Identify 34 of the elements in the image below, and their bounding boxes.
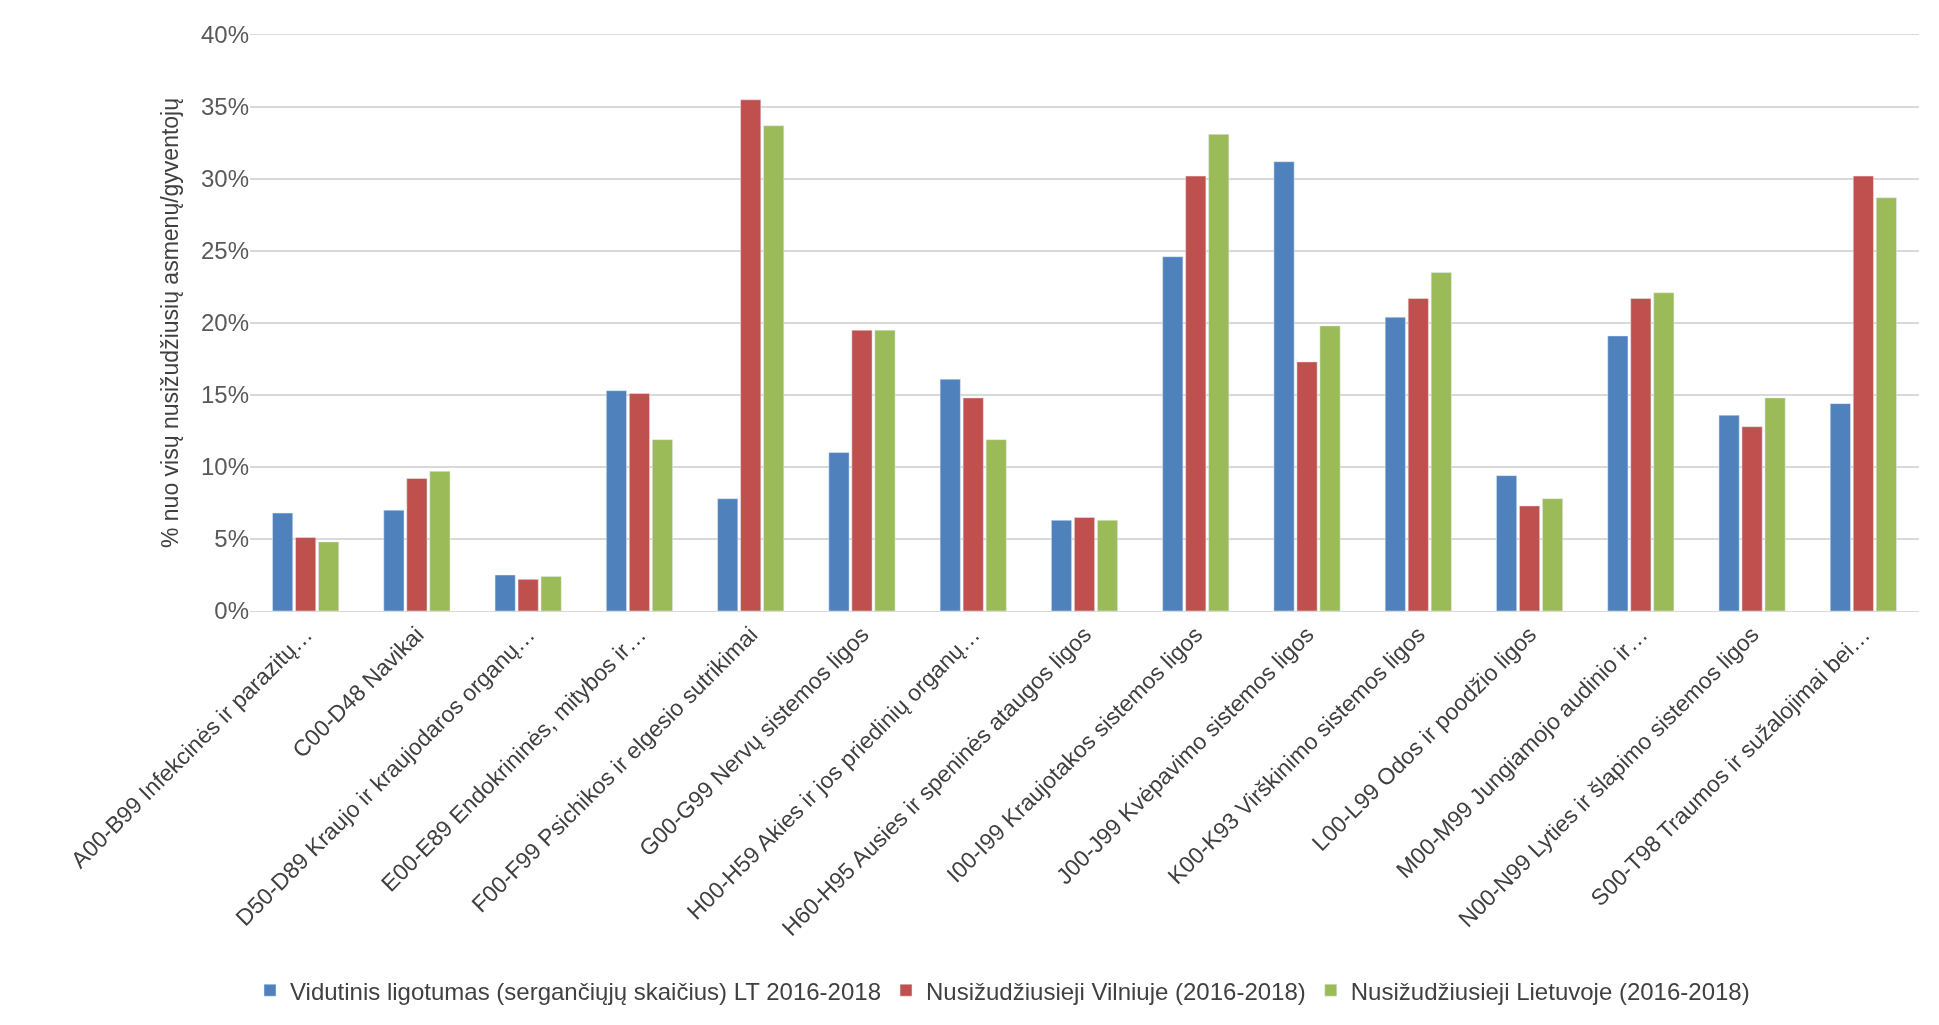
y-tick-label: 10% bbox=[200, 453, 249, 481]
legend-label: Vidutinis ligotumas (sergančiųjų skaičius) LT 2016-2018 bbox=[290, 977, 881, 1005]
legend-label: Nusižudžiusieji Vilniuje (2016-2018) bbox=[926, 977, 1306, 1005]
bar bbox=[740, 99, 762, 611]
bar bbox=[606, 390, 627, 611]
bar bbox=[1519, 505, 1540, 611]
y-tick-label: 15% bbox=[200, 381, 249, 409]
bar bbox=[1830, 403, 1851, 611]
y-tick-label: 0% bbox=[214, 597, 249, 625]
bar bbox=[295, 537, 316, 611]
bar bbox=[1875, 197, 1897, 611]
bar bbox=[1097, 520, 1118, 611]
bar bbox=[652, 439, 673, 611]
bar bbox=[318, 541, 339, 611]
bar bbox=[1853, 175, 1874, 611]
bar bbox=[1074, 517, 1095, 611]
bar bbox=[717, 498, 739, 611]
legend-label: Nusižudžiusieji Lietuvoje (2016-2018) bbox=[1350, 977, 1750, 1005]
y-tick-label: 5% bbox=[214, 525, 249, 553]
y-tick-label: 25% bbox=[200, 237, 249, 265]
bar bbox=[272, 512, 294, 611]
y-tick-label: 35% bbox=[200, 93, 249, 121]
bar bbox=[1496, 475, 1517, 611]
bar bbox=[629, 393, 650, 611]
y-axis-title: % nuo visų nusižudžiusių asmenų/gyventojų bbox=[157, 97, 184, 549]
y-tick-label: 20% bbox=[200, 309, 249, 337]
bar bbox=[1430, 272, 1452, 611]
bar bbox=[1542, 498, 1563, 611]
bar bbox=[763, 125, 785, 611]
y-tick-label: 30% bbox=[200, 165, 249, 193]
bar bbox=[1407, 298, 1429, 611]
y-tick-label: 40% bbox=[200, 21, 249, 49]
bar bbox=[1384, 316, 1406, 611]
bar bbox=[1051, 520, 1072, 611]
